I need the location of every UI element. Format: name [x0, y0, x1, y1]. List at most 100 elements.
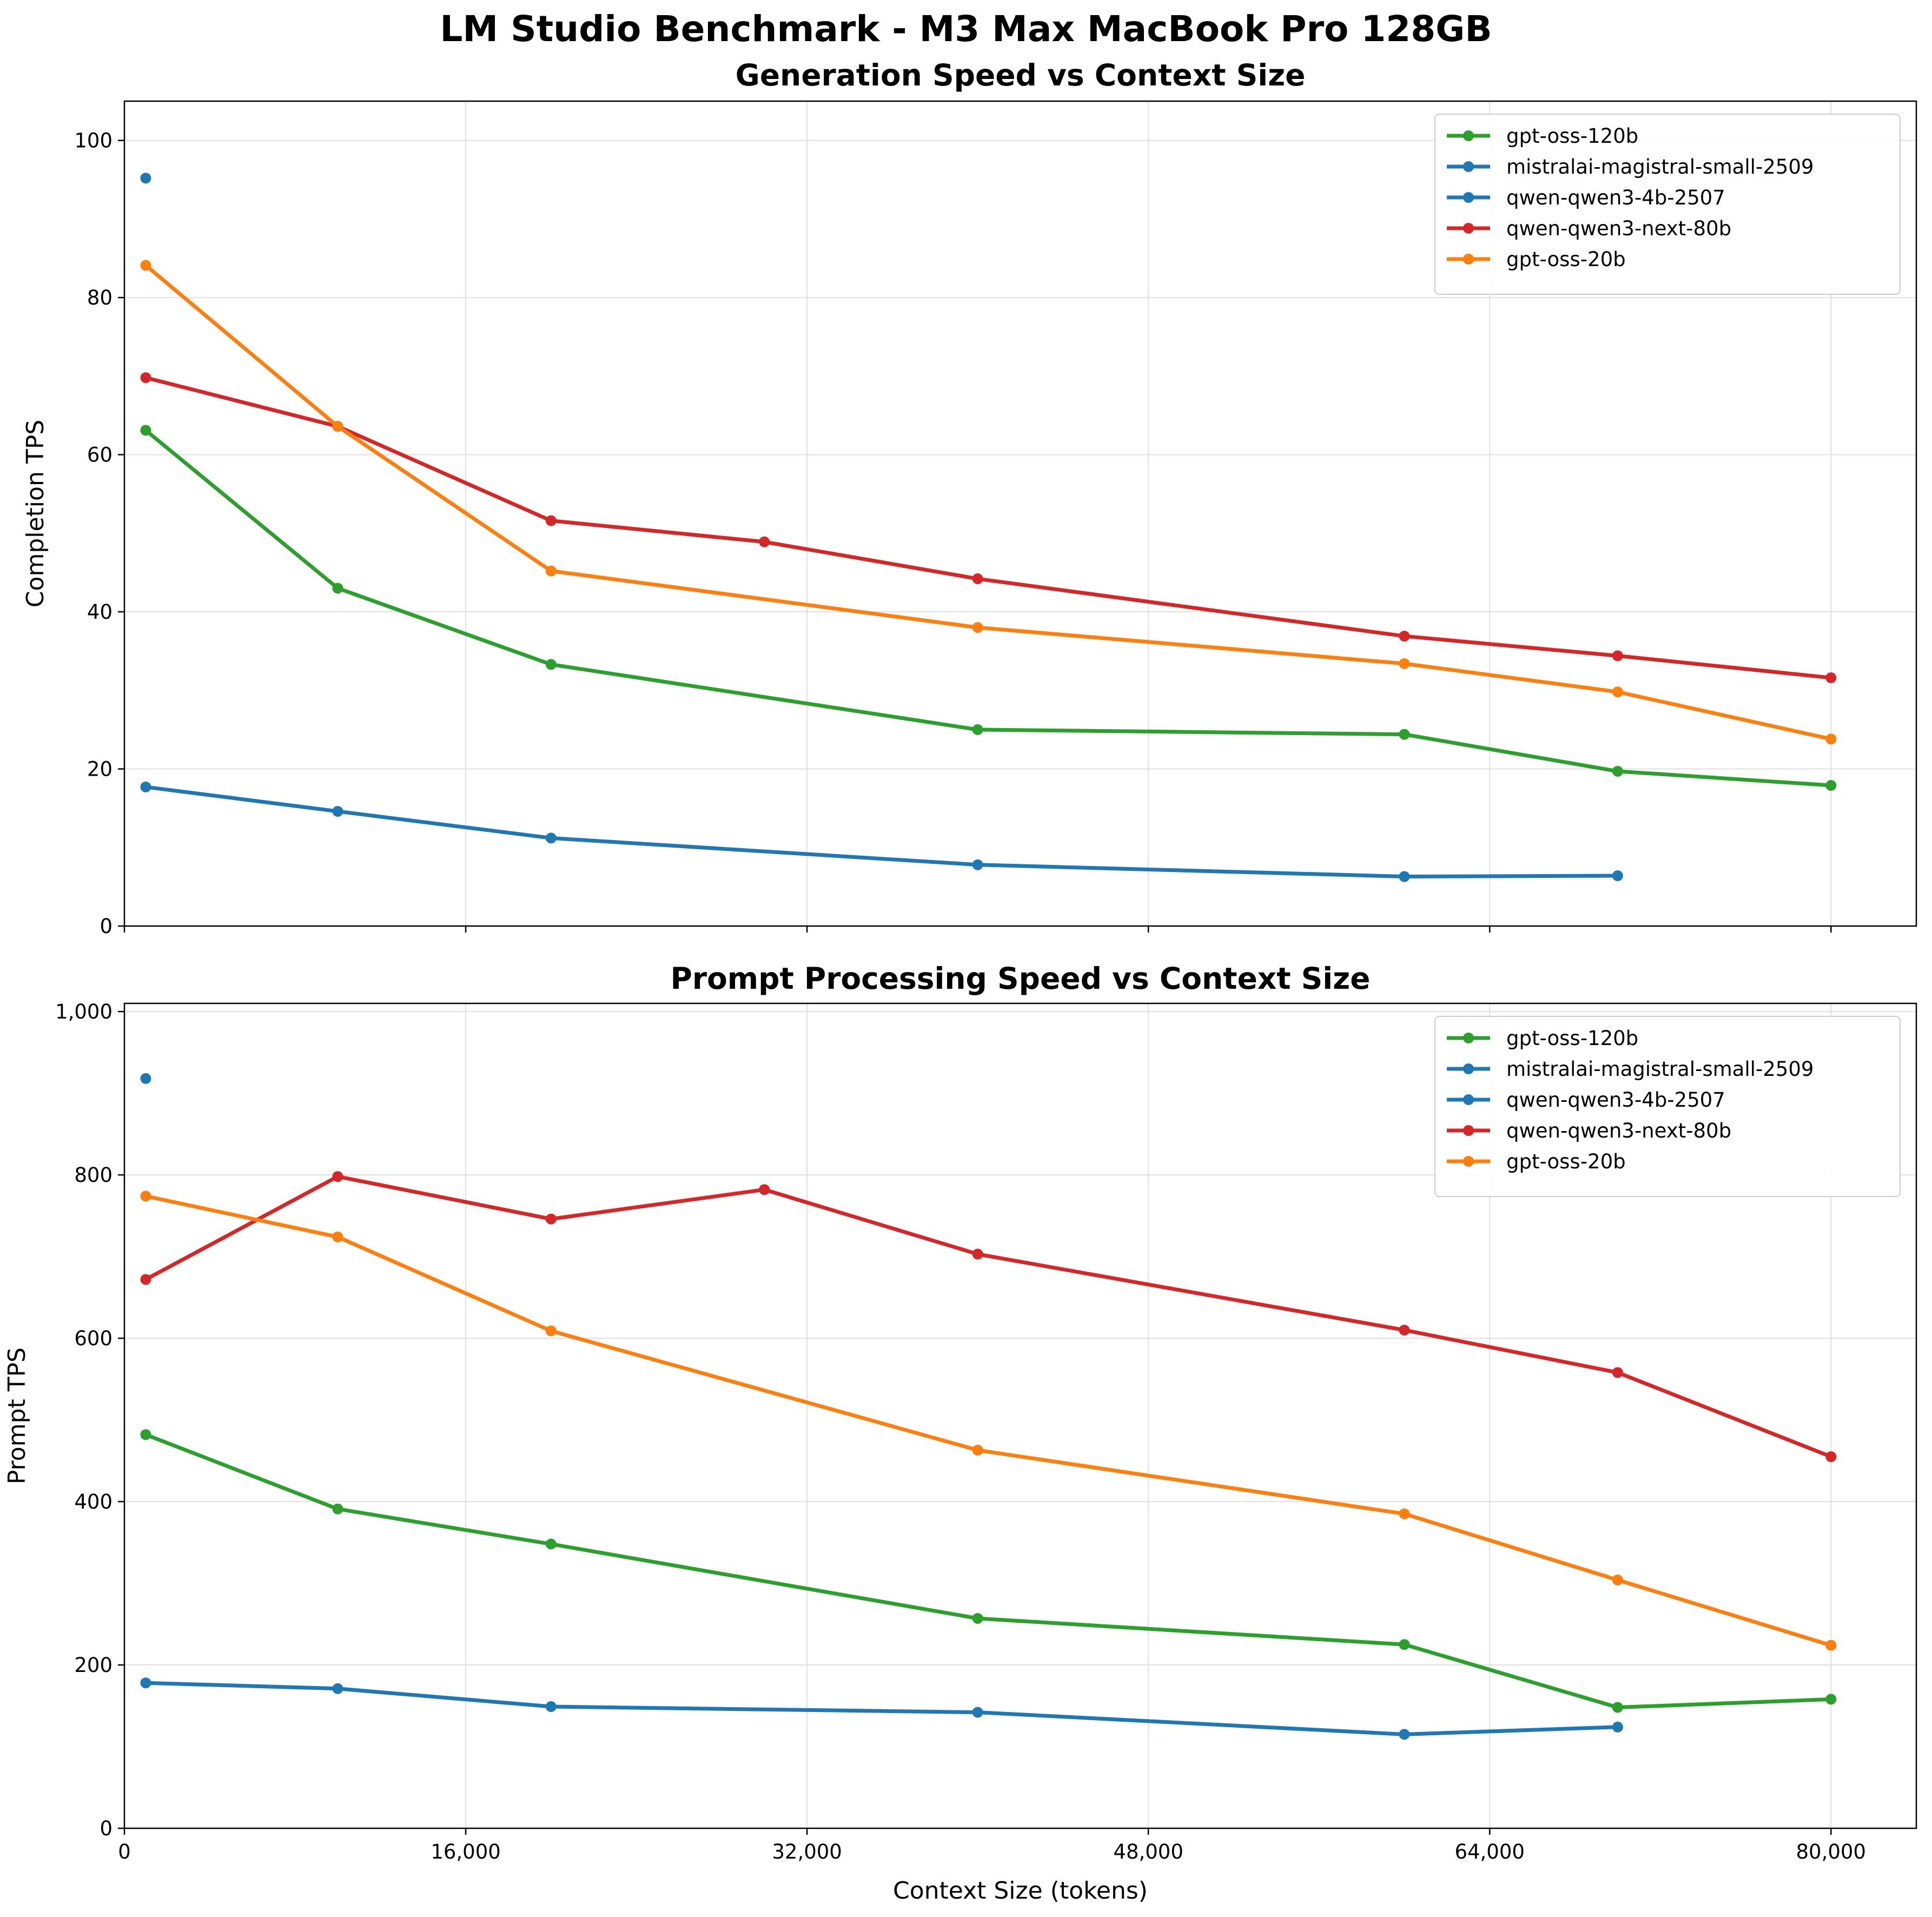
- y-tick-label: 80: [87, 286, 113, 309]
- data-point-gpt-oss-120b: [972, 1612, 983, 1624]
- legend: gpt-oss-120b mistralai-magistral-small-25…: [1434, 114, 1901, 295]
- y-tick-label: 100: [74, 129, 113, 153]
- legend-entry-label: gpt-oss-120b: [1506, 1027, 1638, 1050]
- legend-box: [1434, 1016, 1901, 1197]
- data-point-qwen-qwen3-next-80b: [1399, 631, 1410, 642]
- legend-marker-qwen-qwen3-next-80b: [1463, 1125, 1474, 1136]
- data-point-qwen-qwen3-next-80b: [972, 1248, 983, 1260]
- legend-marker-gpt-oss-120b: [1463, 1033, 1474, 1043]
- series-line-gpt-oss-20b: [143, 263, 1833, 741]
- data-point-gpt-oss-120b: [1399, 1639, 1410, 1650]
- data-point-mistralai-magistral-small-2509: [1399, 871, 1410, 882]
- legend-entry-label: qwen-qwen3-4b-2507: [1506, 186, 1725, 209]
- data-point-qwen-qwen3-next-80b: [140, 1274, 151, 1285]
- data-point-gpt-oss-20b: [140, 1191, 151, 1202]
- x-tick-label: 0: [118, 1840, 131, 1863]
- data-point-mistralai-magistral-small-2509: [140, 1677, 151, 1689]
- data-point-gpt-oss-20b: [140, 260, 151, 271]
- legend-marker-qwen-qwen3-4b-2507: [1463, 192, 1474, 203]
- data-point-qwen-qwen3-next-80b: [140, 372, 151, 384]
- data-point-qwen-qwen3-next-80b: [1399, 1324, 1410, 1336]
- data-point-qwen-qwen3-next-80b: [1612, 1367, 1623, 1378]
- series-line-gpt-oss-120b: [143, 1432, 1833, 1710]
- chart-title: Generation Speed vs Context Size: [736, 58, 1306, 92]
- y-axis-label: Prompt TPS: [3, 1347, 31, 1484]
- data-point-gpt-oss-20b: [545, 1325, 557, 1337]
- data-point-mistralai-magistral-small-2509: [1612, 1721, 1623, 1733]
- legend-entry-label: qwen-qwen3-4b-2507: [1506, 1088, 1725, 1112]
- y-tick-label: 1,000: [55, 1000, 113, 1023]
- series-line-gpt-oss-20b: [143, 1194, 1833, 1648]
- x-tick-label: 32,000: [772, 1840, 842, 1863]
- plot-frame: [123, 100, 1917, 927]
- y-tick-label: 0: [100, 1817, 113, 1840]
- data-point-gpt-oss-20b: [545, 565, 557, 577]
- y-tick-label: 600: [74, 1327, 113, 1350]
- data-point-gpt-oss-20b: [332, 1231, 343, 1242]
- data-point-mistralai-magistral-small-2509: [332, 805, 343, 817]
- data-point-gpt-oss-120b: [972, 724, 983, 735]
- legend-entry-label: gpt-oss-20b: [1506, 248, 1626, 271]
- series-line-qwen-qwen3-next-80b: [143, 375, 1833, 680]
- data-point-qwen-qwen3-next-80b: [545, 1213, 557, 1225]
- y-tick-label: 800: [74, 1164, 113, 1187]
- data-point-gpt-oss-120b: [140, 1429, 151, 1440]
- x-tick-label: 64,000: [1454, 1840, 1524, 1863]
- data-point-qwen-qwen3-next-80b: [1612, 650, 1623, 662]
- y-axis-label: Completion TPS: [22, 420, 49, 607]
- data-point-gpt-oss-20b: [1399, 1508, 1410, 1519]
- data-point-gpt-oss-120b: [332, 1503, 343, 1515]
- legend-marker-gpt-oss-20b: [1463, 1156, 1474, 1167]
- legend-marker-mistralai-magistral-small-2509: [1463, 1063, 1474, 1074]
- y-tick-label: 60: [87, 444, 113, 467]
- series-line-mistralai-magistral-small-2509: [143, 785, 1620, 878]
- legend-entry-label: qwen-qwen3-next-80b: [1506, 217, 1731, 240]
- figure-suptitle: LM Studio Benchmark - M3 Max MacBook Pro…: [440, 8, 1492, 50]
- data-point-qwen-qwen3-next-80b: [972, 573, 983, 585]
- legend-entry-label: gpt-oss-120b: [1506, 124, 1638, 148]
- plot-frame: [123, 1002, 1917, 1829]
- data-point-qwen-qwen3-next-80b: [759, 536, 770, 547]
- data-point-qwen-qwen3-next-80b: [545, 515, 557, 526]
- data-point-gpt-oss-20b: [1825, 1640, 1837, 1651]
- data-point-gpt-oss-120b: [1399, 729, 1410, 740]
- legend-entry-label: gpt-oss-20b: [1506, 1150, 1626, 1173]
- series-line-qwen-qwen3-next-80b: [143, 1174, 1833, 1459]
- y-tick-label: 0: [100, 915, 113, 938]
- data-point-mistralai-magistral-small-2509: [972, 859, 983, 870]
- legend-entry-label: mistralai-magistral-small-2509: [1506, 155, 1814, 179]
- legend-entry-label: mistralai-magistral-small-2509: [1506, 1057, 1814, 1081]
- data-point-mistralai-magistral-small-2509: [1399, 1729, 1410, 1740]
- data-point-gpt-oss-20b: [972, 622, 983, 633]
- legend: gpt-oss-120b mistralai-magistral-small-25…: [1434, 1016, 1901, 1197]
- legend-marker-qwen-qwen3-4b-2507: [1463, 1094, 1474, 1105]
- data-point-qwen-qwen3-4b-2507: [140, 1073, 151, 1084]
- generation-speed-chart: 0 20 40 60 80 100 Generation Speed vs Context …: [22, 58, 1917, 938]
- data-point-gpt-oss-120b: [545, 659, 557, 670]
- data-point-gpt-oss-120b: [140, 425, 151, 436]
- data-point-gpt-oss-20b: [1825, 733, 1837, 745]
- data-point-qwen-qwen3-4b-2507: [140, 173, 151, 184]
- data-point-gpt-oss-120b: [545, 1538, 557, 1550]
- y-tick-label: 200: [74, 1654, 113, 1677]
- data-point-mistralai-magistral-small-2509: [545, 832, 557, 844]
- data-point-gpt-oss-20b: [1399, 658, 1410, 669]
- data-point-gpt-oss-120b: [1612, 765, 1623, 777]
- legend-entry-label: qwen-qwen3-next-80b: [1506, 1119, 1731, 1142]
- data-point-gpt-oss-20b: [1612, 1574, 1623, 1585]
- data-point-mistralai-magistral-small-2509: [140, 781, 151, 792]
- data-point-mistralai-magistral-small-2509: [332, 1683, 343, 1694]
- series-line-gpt-oss-120b: [143, 428, 1833, 788]
- y-tick-label: 400: [74, 1490, 113, 1513]
- data-point-gpt-oss-120b: [332, 583, 343, 594]
- data-point-gpt-oss-120b: [1825, 780, 1837, 791]
- data-point-mistralai-magistral-small-2509: [1612, 870, 1623, 882]
- data-point-mistralai-magistral-small-2509: [545, 1701, 557, 1713]
- data-point-gpt-oss-120b: [1825, 1694, 1837, 1705]
- x-tick-label: 16,000: [431, 1840, 500, 1863]
- y-tick-label: 20: [87, 758, 113, 781]
- legend-marker-gpt-oss-120b: [1463, 130, 1474, 141]
- data-point-gpt-oss-20b: [972, 1444, 983, 1456]
- data-point-gpt-oss-20b: [1612, 686, 1623, 698]
